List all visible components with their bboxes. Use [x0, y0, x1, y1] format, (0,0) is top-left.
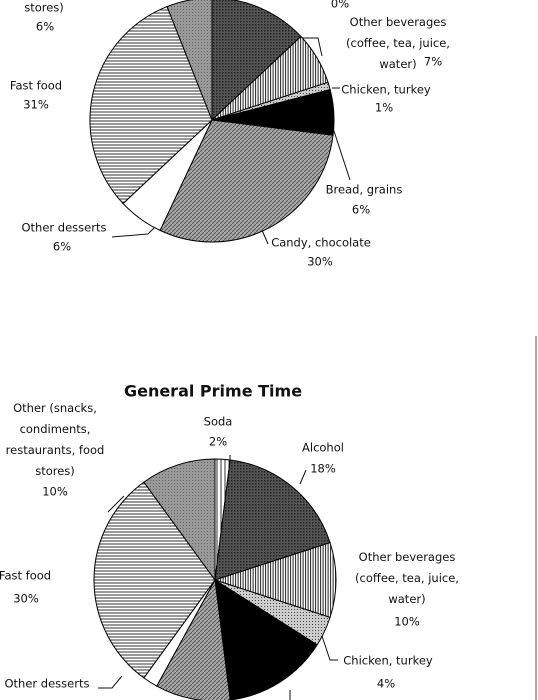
slice-label: Other beverages (coffee, tea, juice, water… — [355, 550, 459, 606]
slice-label: Other desserts — [22, 221, 107, 235]
slice-label: Other (snacks, condiments, restaurants, fo… — [6, 401, 105, 478]
slice-label: Soda — [204, 415, 233, 429]
pie-slice — [214, 459, 331, 581]
value-label: 0% — [331, 0, 349, 11]
value-label: 13% — [255, 0, 281, 3]
value-label: 1% — [375, 101, 393, 115]
slice-label: Other beverages (coffee, tea, juice, water… — [346, 15, 450, 71]
chart-title: General Prime Time — [124, 382, 302, 401]
slice-label: Candy, chocolate — [271, 236, 371, 250]
slice-label: Chicken, turkey — [343, 654, 433, 668]
value-label: 31% — [23, 98, 49, 112]
pie-slice — [214, 579, 318, 700]
slice-label: stores) — [24, 1, 64, 15]
value-label: 18% — [310, 462, 336, 476]
pie-slice — [93, 481, 216, 679]
value-label: 10% — [394, 615, 420, 629]
value-label: 6% — [36, 20, 54, 34]
slice-label: Chicken, turkey — [341, 83, 431, 97]
pie-slice — [89, 5, 213, 205]
slice-label: Fast food — [0, 569, 51, 583]
value-label: 4% — [377, 677, 395, 691]
pie-slice — [211, 0, 302, 122]
value-label: 6% — [352, 203, 370, 217]
pie-slice — [213, 541, 337, 619]
pie-slice — [156, 578, 231, 700]
value-label: 10% — [42, 485, 68, 499]
value-label: 2% — [209, 435, 227, 449]
pie-slice — [166, 0, 213, 121]
slice-label: Fast food — [10, 79, 62, 93]
value-label: 30% — [307, 255, 333, 269]
pie-slice — [159, 119, 334, 243]
value-label: 30% — [13, 592, 39, 606]
pie-slice — [143, 458, 216, 582]
slice-label: Alcohol — [302, 441, 344, 455]
slice-label: Bread, grains — [326, 183, 403, 197]
value-label: 6% — [53, 240, 71, 254]
slice-label: Other desserts — [5, 677, 90, 691]
leaders — [98, 37, 351, 700]
value-label: 7% — [424, 55, 442, 69]
